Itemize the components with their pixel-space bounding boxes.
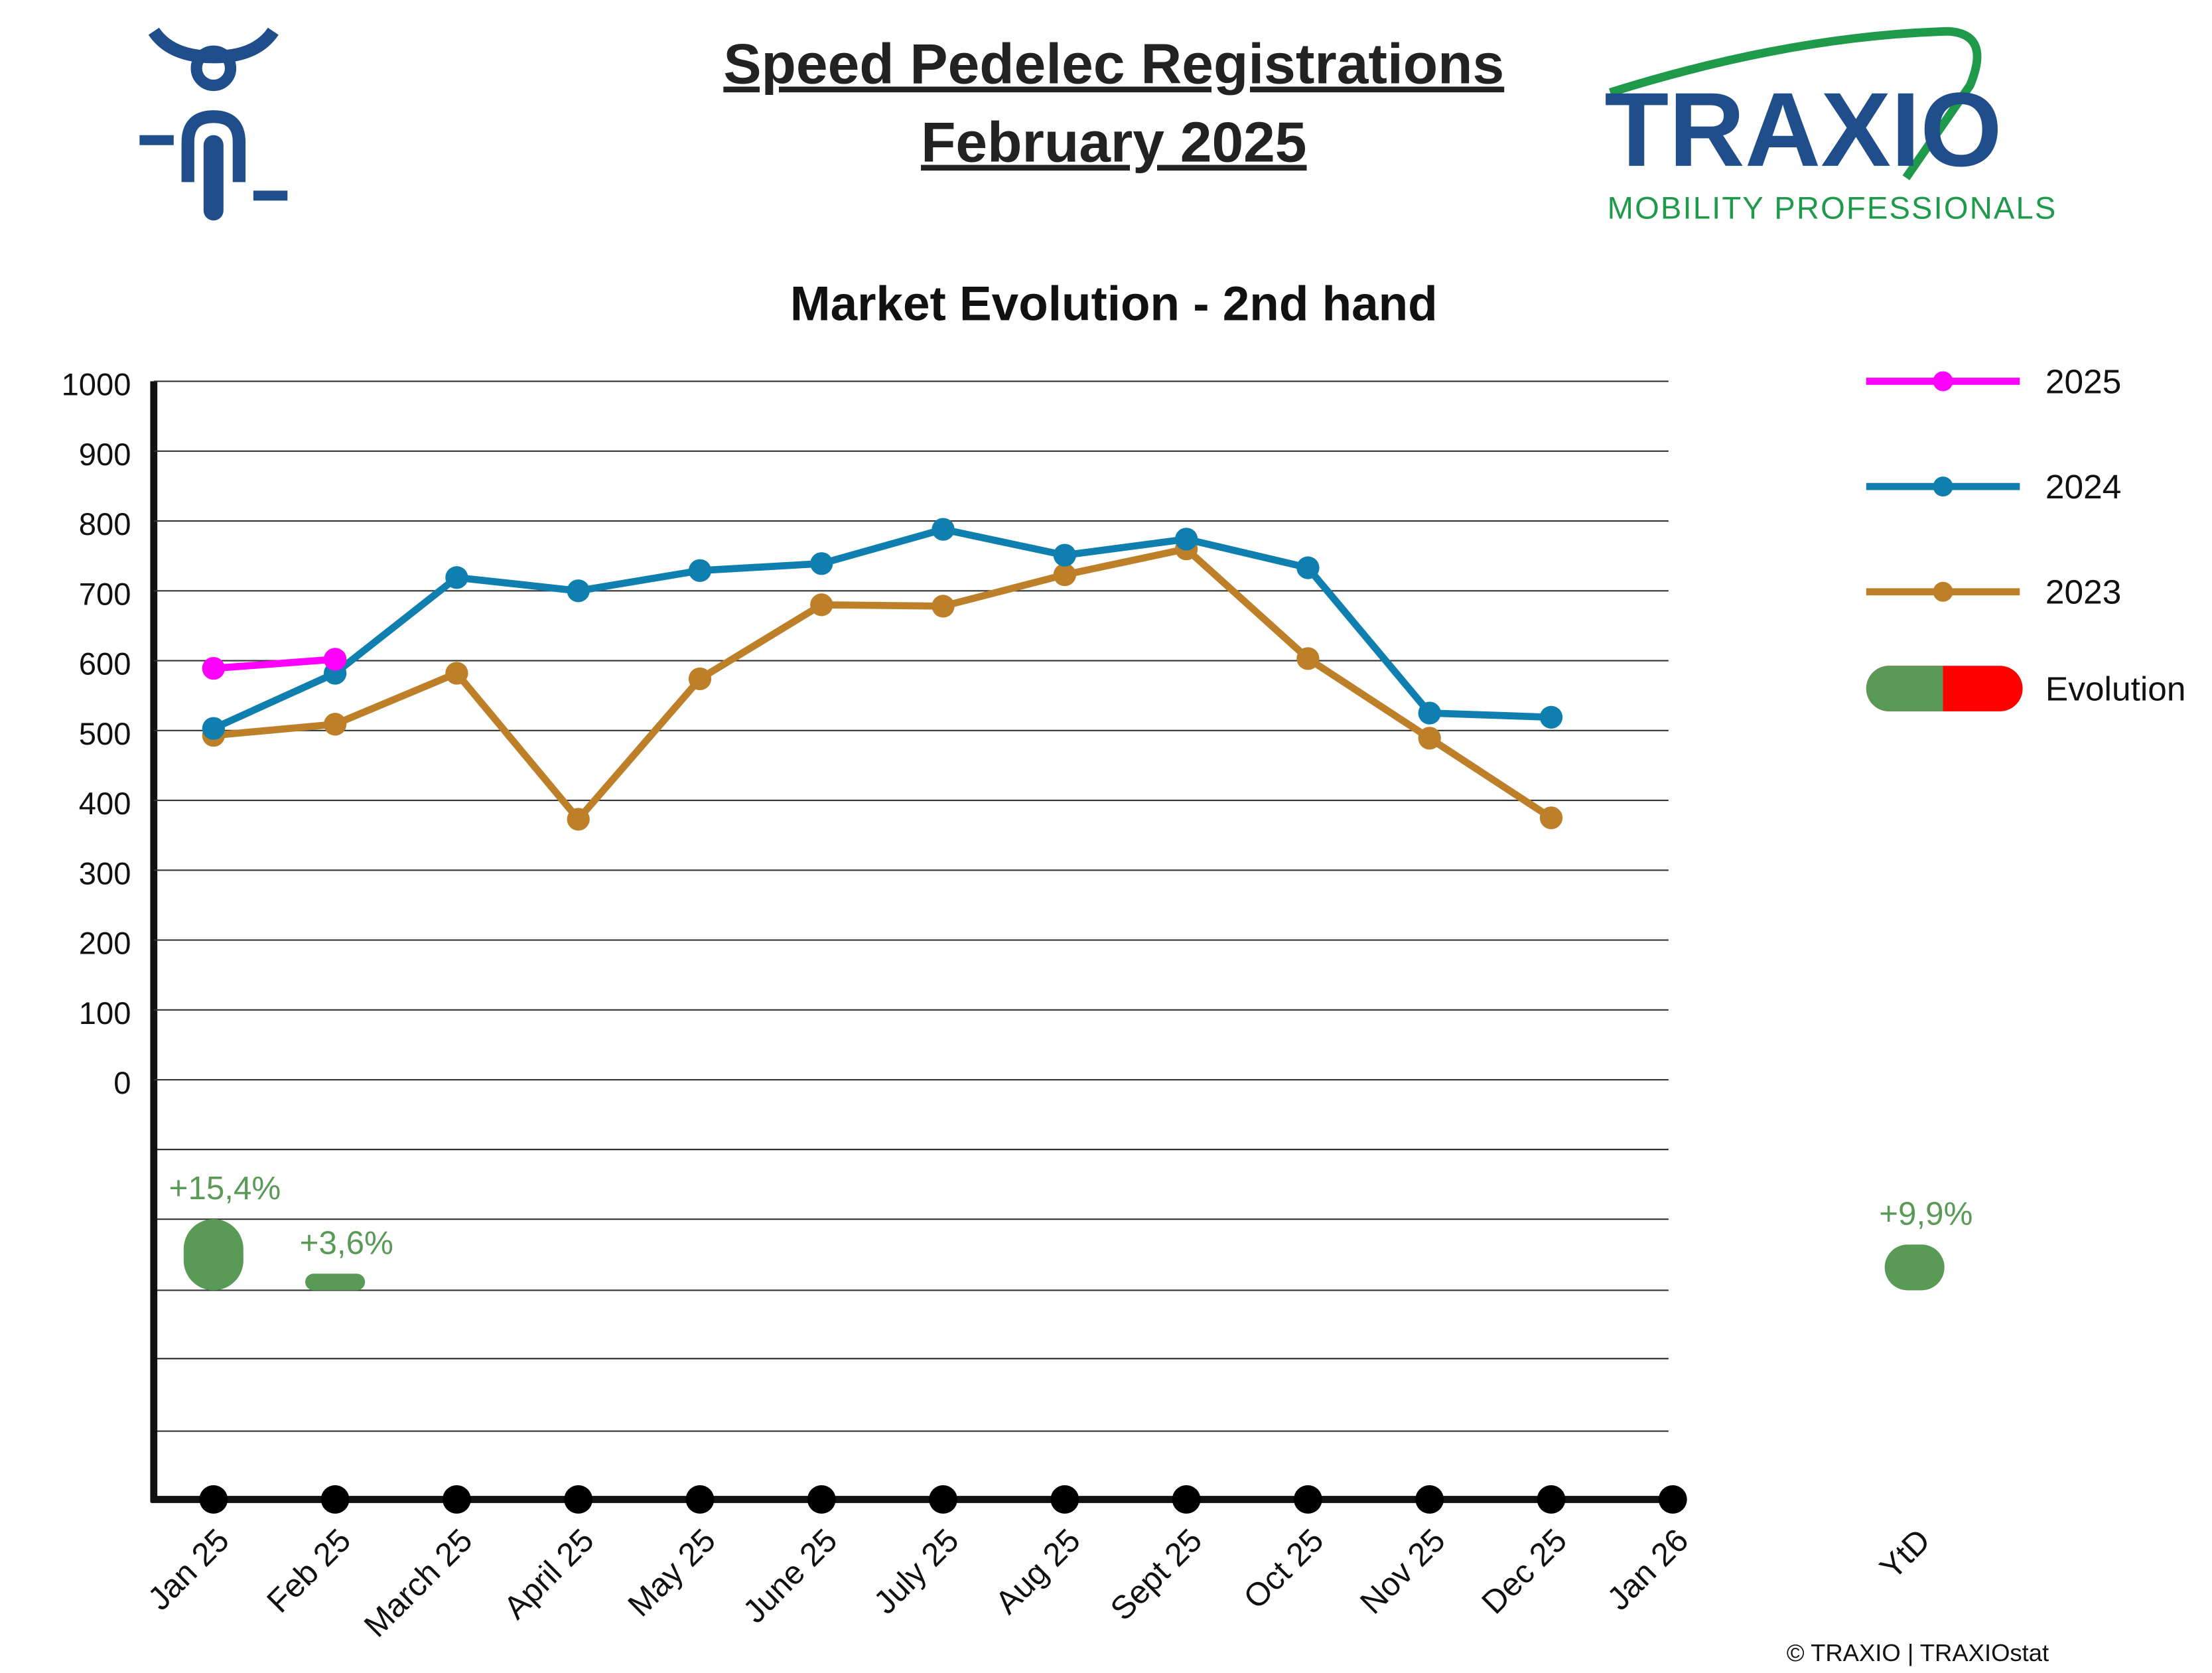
y-tick-label: 600	[79, 646, 131, 682]
x-axis-dot	[807, 1485, 836, 1514]
chart-title: Market Evolution - 2nd hand	[790, 277, 1438, 330]
data-point	[1539, 806, 1563, 830]
y-tick-label: 1000	[62, 367, 131, 402]
evolution-bar	[1884, 1244, 1945, 1291]
x-tick-label: Dec 25	[1475, 1522, 1574, 1621]
x-axis-dot	[1172, 1485, 1201, 1514]
lower-grid	[153, 1149, 1669, 1432]
data-point	[1418, 727, 1441, 750]
x-axis-dot	[929, 1485, 957, 1514]
x-tick-label: Feb 25	[260, 1522, 358, 1619]
data-point	[810, 593, 833, 617]
logo-tagline: MOBILITY PROFESSIONALS	[1608, 190, 2057, 226]
scooter-icon	[139, 27, 288, 221]
x-axis-dot	[199, 1485, 228, 1514]
legend-dot	[1933, 476, 1953, 497]
x-tick-label: Aug 25	[989, 1522, 1087, 1621]
data-point	[810, 552, 833, 575]
y-tick-label: 0	[113, 1065, 131, 1100]
evolution-bar	[305, 1273, 366, 1291]
legend-label: 2024	[2045, 467, 2121, 506]
x-tick-label: April 25	[497, 1522, 601, 1626]
x-axis-dot	[685, 1485, 715, 1514]
logo: TRAXIO	[1604, 70, 2002, 188]
data-point	[323, 648, 347, 671]
x-tick-label: June 25	[736, 1522, 844, 1630]
legend-dot	[1933, 581, 1953, 602]
data-point	[1418, 701, 1441, 725]
data-point	[1296, 647, 1320, 670]
x-tick-label: Sept 25	[1103, 1522, 1209, 1627]
legend-label: 2025	[2045, 362, 2121, 400]
series-line	[213, 656, 336, 672]
evolution-label: +15,4%	[169, 1170, 281, 1206]
data-point	[932, 595, 955, 618]
evolution-bar	[183, 1219, 243, 1291]
legend-dot	[1933, 371, 1953, 392]
subtitle: February 2025	[921, 110, 1306, 174]
data-point	[445, 566, 468, 589]
y-tick-label: 400	[79, 786, 131, 821]
x-tick-label: Jan 26	[1600, 1522, 1696, 1617]
x-tick-label: YtD	[1873, 1522, 1937, 1586]
data-point	[323, 713, 347, 736]
y-tick-label: 200	[79, 926, 131, 961]
x-axis-dot	[1537, 1485, 1566, 1514]
x-axis-dot	[1415, 1485, 1444, 1514]
x-axis-dot	[1050, 1485, 1079, 1514]
data-point	[567, 579, 590, 603]
data-point	[932, 518, 955, 541]
x-tick-label: May 25	[621, 1522, 723, 1623]
data-point	[445, 662, 468, 685]
logo-swoosh	[1609, 27, 1982, 181]
data-point	[1053, 563, 1076, 587]
data-point	[202, 717, 225, 740]
y-tick-label: 300	[79, 855, 131, 891]
series-line	[213, 545, 1553, 825]
footer: © TRAXIO | TRAXIOstat	[1787, 1639, 2049, 1666]
y-tick-label: 800	[79, 506, 131, 542]
data-point	[1296, 556, 1320, 579]
legend-label: 2023	[2045, 573, 2121, 611]
data-point	[1053, 544, 1076, 567]
x-tick-label: July 25	[866, 1522, 965, 1621]
y-tick-label: 500	[79, 716, 131, 751]
title: Speed Pedelec Registrations	[723, 33, 1504, 96]
x-tick-label: Oct 25	[1237, 1522, 1331, 1616]
data-point	[1174, 528, 1198, 551]
y-tick-label: 100	[79, 995, 131, 1031]
y-tick-label: 900	[79, 437, 131, 472]
evolution-label: +3,6%	[300, 1224, 393, 1261]
series-line	[212, 526, 1552, 732]
data-point	[688, 559, 712, 582]
legend-label: Evolution	[2045, 669, 2186, 707]
data-point	[688, 667, 712, 691]
x-axis-dot	[320, 1485, 350, 1514]
x-axis-dot	[564, 1485, 593, 1514]
x-axis-dot	[1658, 1485, 1687, 1514]
x-axis-dot	[442, 1485, 471, 1514]
x-tick-label: Nov 25	[1353, 1522, 1452, 1621]
data-point	[1539, 705, 1563, 729]
y-tick-label: 700	[79, 576, 131, 611]
x-tick-label: March 25	[357, 1522, 479, 1644]
x-axis-dot	[1293, 1485, 1322, 1514]
evolution-label: +9,9%	[1879, 1196, 1972, 1232]
legend-swatch	[1866, 666, 1943, 711]
x-tick-label: Jan 25	[141, 1522, 236, 1617]
data-point	[202, 656, 225, 680]
data-point	[567, 808, 590, 831]
